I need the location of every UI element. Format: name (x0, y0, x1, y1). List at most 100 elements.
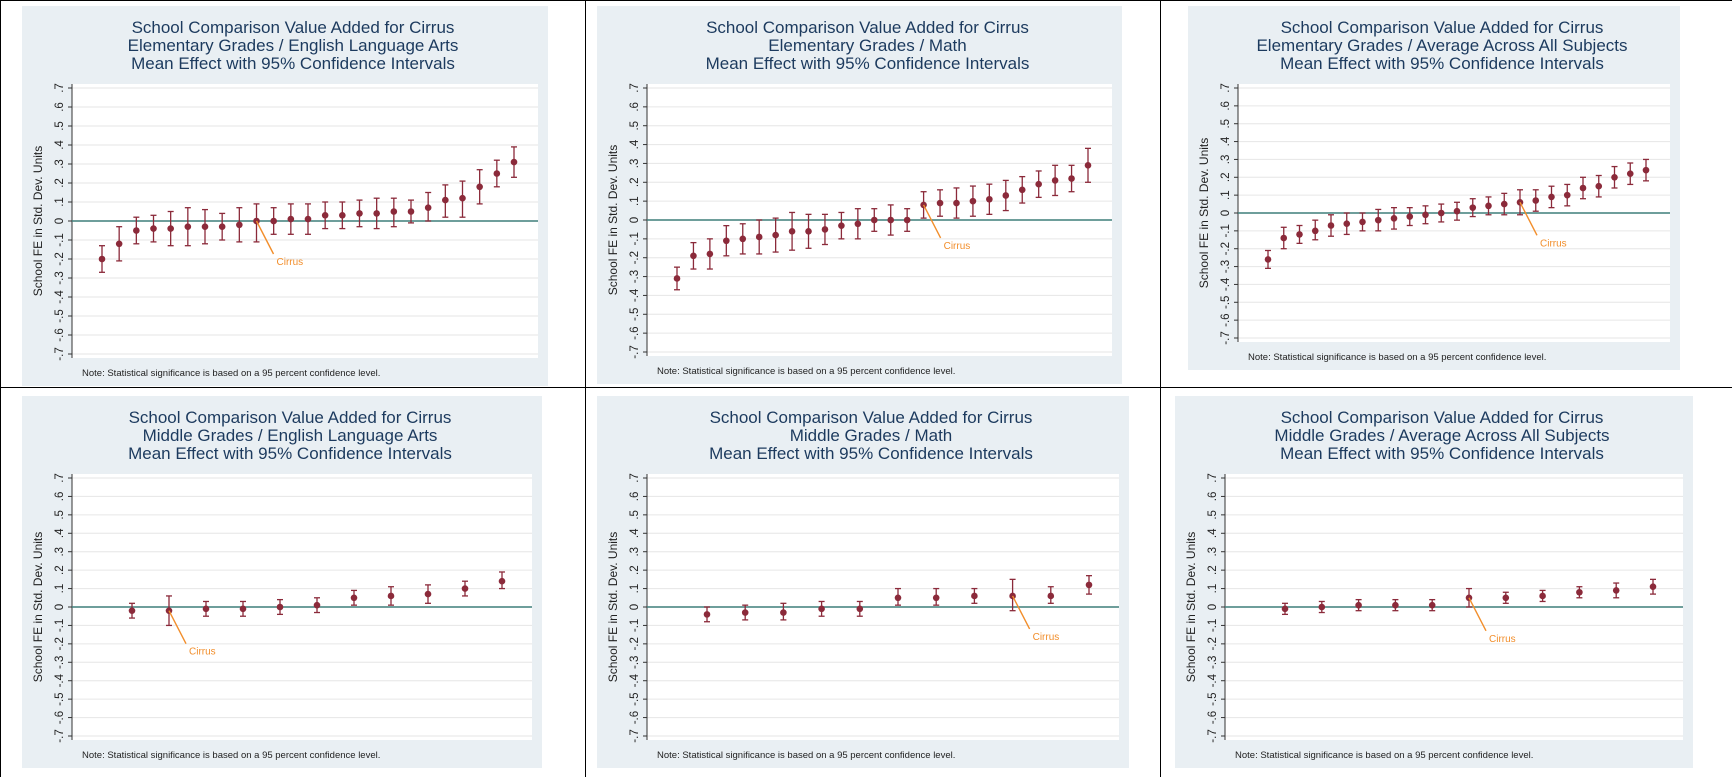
mean-effect-point (442, 196, 449, 204)
mean-effect-point (838, 222, 845, 229)
mean-effect-point (969, 197, 977, 205)
mean-effect-point (1422, 211, 1429, 219)
mean-effect-point (1327, 222, 1335, 229)
chart-svg: School Comparison Value Added for Cirrus… (31, 18, 538, 379)
y-tick-label: .7 (54, 83, 66, 93)
mean-effect-point (115, 240, 123, 248)
chart-svg: School Comparison Value Added for Cirrus… (31, 408, 532, 761)
chart-title-line: Mean Effect with 95% Confidence Interval… (1280, 444, 1604, 463)
y-tick-label: -.5 (629, 308, 641, 321)
mean-effect-point (167, 225, 174, 232)
chart-panel-elementary-math: School Comparison Value Added for Cirrus… (597, 6, 1122, 384)
mean-effect-point (1406, 213, 1414, 220)
y-tick-label: .6 (54, 492, 66, 502)
mean-effect-point (932, 594, 940, 602)
y-tick-label: -.7 (629, 729, 641, 742)
mean-effect-point (1311, 227, 1319, 235)
mean-effect-point (218, 223, 226, 230)
y-tick-label: .3 (54, 159, 66, 169)
mean-effect-point (723, 237, 730, 245)
mean-effect-point (755, 233, 763, 241)
y-tick-label: -.3 (629, 270, 641, 283)
mean-effect-point (1002, 192, 1010, 199)
mean-effect-point (936, 199, 944, 207)
y-axis-title: School FE in Std. Dev. Units (1184, 532, 1198, 683)
mean-effect-point (772, 231, 779, 239)
chart-panel-middle-ela: School Comparison Value Added for Cirrus… (22, 396, 542, 768)
y-tick-label: 0 (1220, 210, 1232, 216)
y-tick-label: -.6 (54, 328, 66, 341)
y-tick-label: -.7 (1207, 729, 1219, 742)
y-tick-label: .7 (1207, 473, 1219, 483)
y-tick-label: -.1 (1220, 224, 1232, 237)
mean-effect-point (1595, 182, 1603, 190)
mean-effect-point (703, 611, 711, 618)
mean-effect-point (1469, 204, 1477, 211)
y-tick-label: .5 (54, 510, 66, 520)
mean-effect-point (390, 208, 398, 215)
y-axis-title: School FE in Std. Dev. Units (606, 145, 620, 296)
mean-effect-point (150, 225, 157, 232)
y-tick-label: -.4 (1207, 673, 1219, 687)
y-tick-label: -.3 (1207, 656, 1219, 669)
y-axis-title: School FE in Std. Dev. Units (606, 532, 620, 683)
y-tick-label: .3 (629, 159, 641, 169)
mean-effect-point (739, 235, 747, 243)
y-tick-label: -.2 (629, 251, 641, 264)
y-tick-label: -.4 (629, 673, 641, 687)
mean-effect-point (1035, 180, 1042, 188)
cirrus-annotation-label: Cirrus (944, 241, 971, 252)
mean-effect-point (459, 194, 466, 202)
mean-effect-point (1318, 603, 1326, 611)
y-tick-label: -.3 (54, 271, 66, 284)
mean-effect-point (1563, 191, 1571, 199)
y-tick-label: -.6 (1207, 711, 1219, 724)
chart-svg: School Comparison Value Added for Cirrus… (1184, 408, 1683, 761)
y-tick-label: 0 (54, 218, 66, 224)
mean-effect-point (184, 223, 192, 230)
y-tick-label: -.1 (629, 232, 641, 245)
mean-effect-point (510, 158, 518, 166)
mean-effect-point (424, 590, 432, 598)
mean-effect-point (407, 208, 415, 215)
chart-title-line: School Comparison Value Added for Cirrus (129, 408, 452, 427)
mean-effect-point (1642, 166, 1650, 174)
chart-note: Note: Statistical significance is based … (82, 368, 380, 379)
mean-effect-point (690, 252, 697, 260)
mean-effect-point (1085, 581, 1093, 589)
y-tick-label: -.2 (54, 252, 66, 265)
chart-title-line: School Comparison Value Added for Cirrus (132, 18, 455, 37)
mean-effect-point (780, 609, 787, 616)
y-tick-label: 0 (1207, 604, 1219, 610)
y-tick-label: -.5 (1207, 692, 1219, 705)
mean-effect-point (1453, 207, 1461, 215)
y-tick-label: .2 (54, 565, 66, 575)
chart-note: Note: Statistical significance is based … (82, 750, 380, 761)
y-tick-label: -.4 (1220, 277, 1232, 291)
chart-svg: School Comparison Value Added for Cirrus… (1197, 18, 1670, 363)
chart-panel-elementary-average: School Comparison Value Added for Cirrus… (1188, 6, 1680, 370)
chart-title-line: Mean Effect with 95% Confidence Interval… (709, 444, 1033, 463)
chart-title-line: Elementary Grades / Math (768, 36, 966, 55)
mean-effect-point (424, 204, 432, 211)
y-tick-label: 0 (54, 604, 66, 610)
chart-title-line: School Comparison Value Added for Cirrus (706, 18, 1029, 37)
cirrus-annotation-line (922, 204, 942, 239)
mean-effect-point (1539, 592, 1546, 600)
y-tick-label: .3 (629, 547, 641, 557)
cirrus-annotation-line (255, 220, 275, 255)
y-tick-label: -.5 (1220, 296, 1232, 309)
mean-effect-point (304, 215, 312, 223)
chart-title-line: Elementary Grades / Average Across All S… (1256, 36, 1627, 55)
y-tick-label: -.2 (54, 637, 66, 650)
mean-effect-point (1465, 594, 1473, 602)
chart-svg: School Comparison Value Added for Cirrus… (606, 18, 1112, 377)
y-tick-label: -.1 (629, 619, 641, 632)
y-tick-label: -.2 (1207, 637, 1219, 650)
mean-effect-point (1612, 587, 1620, 594)
mean-effect-point (971, 592, 978, 600)
y-tick-label: -.3 (1220, 260, 1232, 273)
mean-effect-point (856, 605, 864, 613)
y-tick-label: .4 (54, 528, 66, 538)
chart-title-line: Middle Grades / English Language Arts (143, 426, 438, 445)
